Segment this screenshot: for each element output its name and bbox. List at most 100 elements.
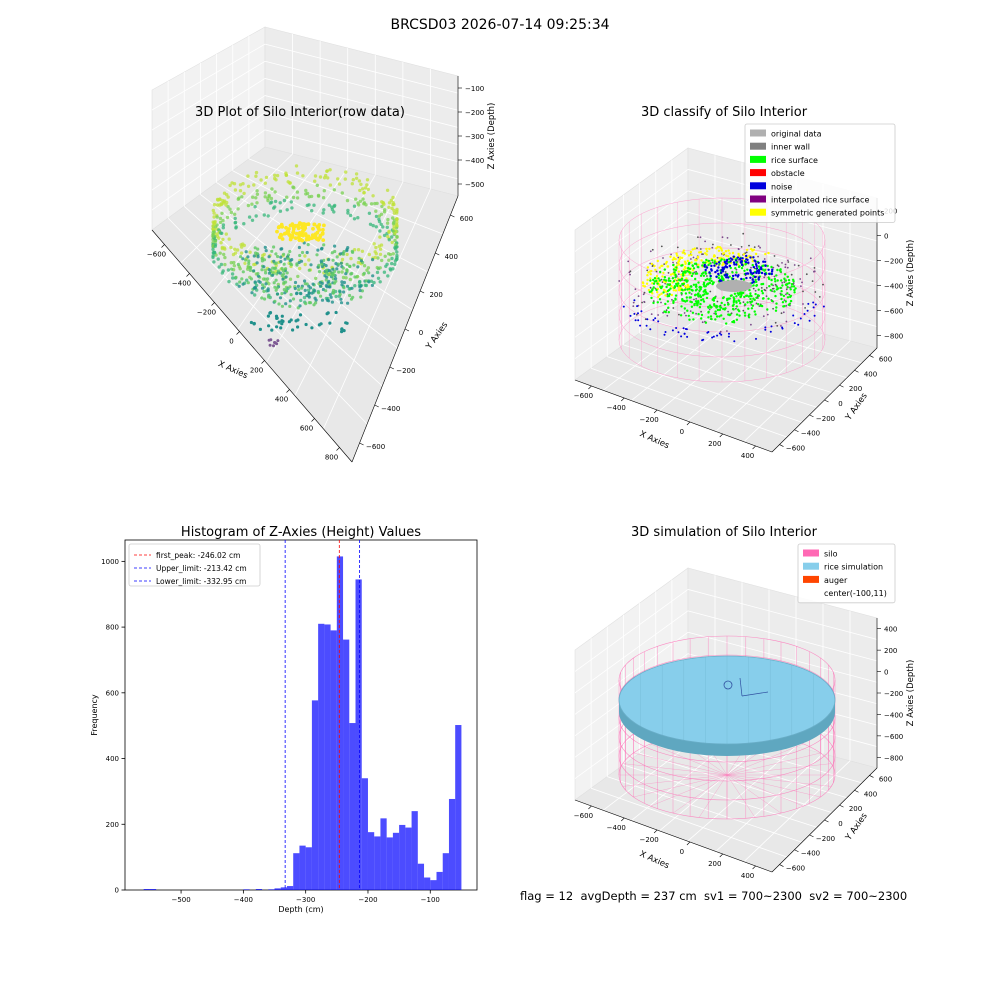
class-point [706, 277, 709, 281]
class-point [676, 254, 679, 257]
class-point [711, 282, 715, 285]
y-tick-label: 200 [849, 385, 862, 393]
class-point [704, 261, 707, 264]
class-point [662, 257, 664, 259]
x-tick-label: −600 [574, 812, 593, 820]
raw-point [258, 327, 262, 331]
raw-point [288, 223, 293, 228]
raw-point [307, 295, 311, 299]
x-tick [752, 445, 756, 450]
raw-point [219, 262, 224, 267]
inner-wall-blob [716, 280, 752, 292]
class-point [637, 319, 640, 322]
class-point [774, 321, 777, 324]
raw-point [325, 275, 329, 279]
grid-line [715, 753, 824, 852]
class-point [673, 271, 676, 274]
raw-point [379, 222, 383, 226]
class-point [793, 322, 796, 325]
raw-point [345, 248, 349, 253]
class-point [722, 262, 726, 266]
raw-point [382, 270, 387, 274]
class-point [813, 314, 816, 317]
class-point [710, 269, 713, 272]
class-point [718, 332, 721, 335]
status-footer: flag = 12 avgDepth = 237 cm sv1 = 700~23… [520, 889, 908, 903]
histogram-bar [436, 871, 443, 890]
class-point [735, 307, 737, 310]
class-point [678, 258, 681, 261]
class-point [716, 300, 719, 303]
class-point [709, 306, 713, 309]
class-point [674, 297, 677, 300]
raw-point [306, 237, 311, 242]
raw-point [256, 272, 260, 276]
class-point [754, 252, 758, 256]
class-point [682, 249, 686, 252]
raw-point [385, 225, 389, 229]
class-point [773, 275, 776, 278]
class-point [713, 296, 716, 300]
class-point [665, 309, 668, 312]
x-tick-label: 0 [680, 848, 684, 856]
class-point [780, 290, 783, 293]
raw-point [374, 209, 378, 213]
raw-point [284, 173, 289, 177]
raw-point [288, 285, 292, 289]
class-point [707, 305, 710, 309]
y-tick-label: 600 [879, 355, 892, 363]
class-point [756, 269, 759, 273]
class-point [665, 285, 668, 289]
y-tick-label: 0 [419, 329, 423, 337]
class-point [808, 319, 811, 322]
raw-point [322, 208, 326, 212]
class-point [726, 237, 729, 239]
silo-wire [672, 774, 728, 814]
y-tick-label: −600 [786, 865, 805, 873]
class-point [675, 252, 678, 255]
y-axis-label: Y Axies [843, 811, 870, 843]
y-tick [824, 819, 829, 823]
class-point [745, 248, 749, 252]
class-point [645, 282, 649, 285]
class-point [640, 310, 643, 313]
class-point [757, 255, 759, 258]
class-point [627, 260, 630, 263]
class-point [731, 271, 734, 274]
class-point [760, 289, 764, 293]
raw-point [351, 178, 355, 182]
raw-point [375, 201, 379, 206]
class-point [651, 248, 654, 251]
class-point [697, 263, 700, 266]
grid-line [574, 211, 689, 295]
raw-point [310, 291, 314, 295]
class-point [660, 264, 663, 268]
raw-point [280, 292, 284, 296]
class-point [681, 299, 684, 302]
raw-point [359, 295, 363, 299]
raw-point [296, 226, 301, 231]
raw-point [271, 273, 275, 277]
class-point [781, 262, 783, 264]
raw-point [267, 324, 271, 328]
class-point [741, 257, 744, 260]
class-point [750, 266, 752, 269]
raw-point [307, 268, 311, 272]
raw-point [291, 230, 295, 235]
legend-swatch [750, 129, 766, 137]
raw-point [374, 214, 379, 219]
silo-wire [633, 752, 728, 776]
legend-box [797, 543, 896, 604]
class-point [680, 305, 683, 308]
class-point [763, 258, 766, 260]
raw-point [322, 189, 326, 193]
class-point [663, 333, 666, 336]
raw-point [365, 183, 369, 187]
raw-point [391, 252, 395, 256]
class-point [686, 283, 689, 287]
raw-point [310, 209, 314, 213]
class-point [683, 260, 687, 263]
class-point [690, 258, 692, 260]
class-point [716, 256, 719, 259]
